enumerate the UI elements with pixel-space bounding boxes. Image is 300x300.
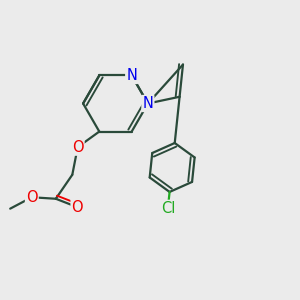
Text: Cl: Cl [161, 201, 175, 216]
Text: N: N [142, 96, 153, 111]
Text: N: N [126, 68, 137, 83]
Text: O: O [72, 140, 83, 155]
Text: O: O [72, 200, 83, 215]
Text: O: O [26, 190, 38, 205]
